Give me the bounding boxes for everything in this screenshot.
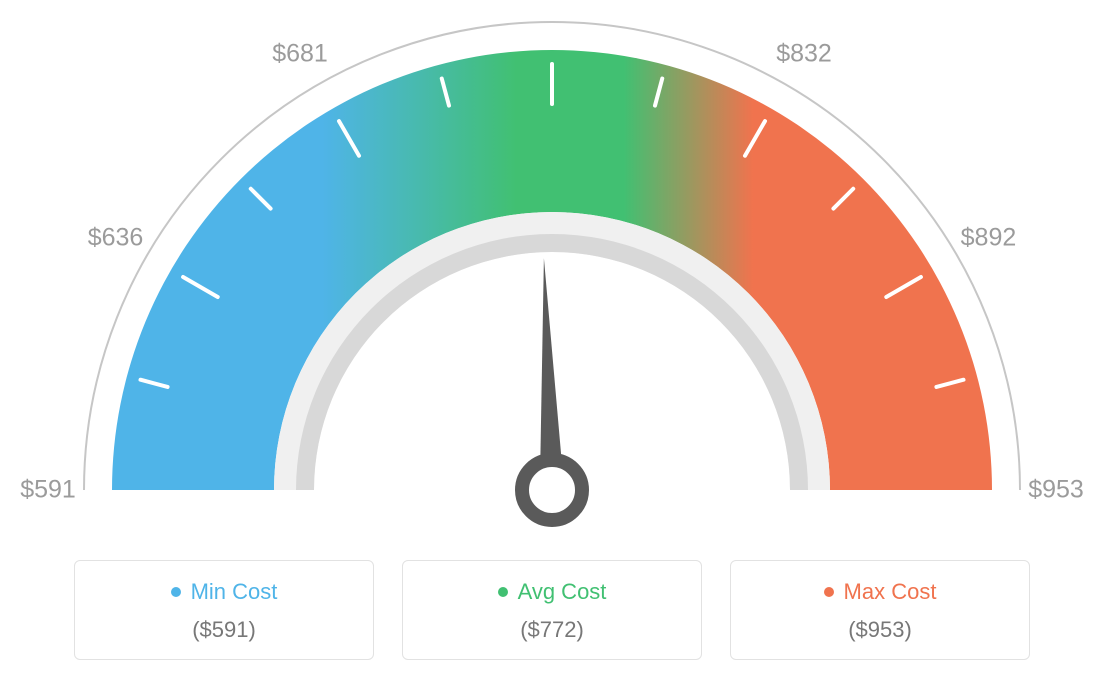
gauge-tick-label: $681 xyxy=(272,39,328,68)
gauge-needle xyxy=(540,258,561,458)
legend-title: Max Cost xyxy=(824,579,937,605)
legend-title-text: Max Cost xyxy=(844,579,937,605)
legend-value: ($591) xyxy=(85,617,363,643)
gauge-area: $591 $636 $681 $772 $832 $892 $953 xyxy=(0,0,1104,560)
gauge-needle-hub xyxy=(522,460,582,520)
legend-card-avg: Avg Cost ($772) xyxy=(402,560,702,660)
legend-value: ($772) xyxy=(413,617,691,643)
legend-value: ($953) xyxy=(741,617,1019,643)
gauge-tick-label: $636 xyxy=(88,224,144,253)
legend-card-min: Min Cost ($591) xyxy=(74,560,374,660)
legend-title: Avg Cost xyxy=(498,579,607,605)
cost-gauge-chart: { "gauge": { "type": "gauge", "center_x"… xyxy=(0,0,1104,690)
legend-dot-icon xyxy=(824,587,834,597)
legend-row: Min Cost ($591) Avg Cost ($772) Max Cost ($95… xyxy=(0,560,1104,660)
gauge-tick-label: $591 xyxy=(20,476,76,505)
legend-title-text: Avg Cost xyxy=(518,579,607,605)
legend-title: Min Cost xyxy=(171,579,278,605)
legend-card-max: Max Cost ($953) xyxy=(730,560,1030,660)
legend-dot-icon xyxy=(171,587,181,597)
gauge-tick-label: $892 xyxy=(961,224,1017,253)
gauge-tick-label: $953 xyxy=(1028,476,1084,505)
gauge-tick-label: $772 xyxy=(524,0,580,1)
gauge-svg xyxy=(0,0,1104,560)
gauge-tick-label: $832 xyxy=(776,39,832,68)
legend-title-text: Min Cost xyxy=(191,579,278,605)
legend-dot-icon xyxy=(498,587,508,597)
